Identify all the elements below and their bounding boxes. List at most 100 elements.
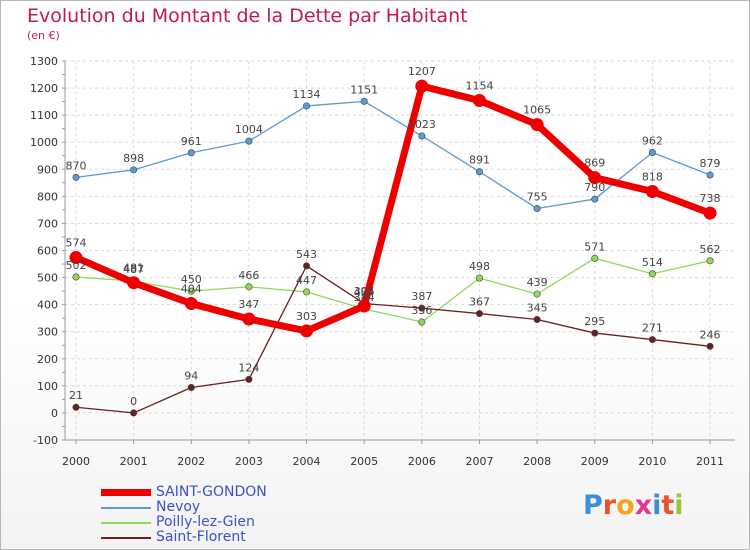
data-point-poilly-lez-gien [187,287,195,295]
data-label-poilly-lez-gien: 439 [527,276,548,289]
data-label-nevoy: 891 [469,154,490,167]
series-line-nevoy [75,100,711,210]
y-tick-label: 800 [37,190,58,203]
x-tick-label: 2006 [408,455,436,468]
data-point-nevoy [591,195,599,203]
data-point-poilly-lez-gien [475,274,483,282]
data-label-nevoy: 870 [66,159,87,172]
data-point-saint-florent [533,316,541,324]
data-point-saint-gondon [645,184,659,198]
data-label-nevoy: 1023 [408,118,436,131]
data-point-saint-florent [303,262,311,270]
data-label-saint-florent: 295 [584,315,605,328]
data-label-nevoy: 961 [181,135,202,148]
x-tick-label: 2008 [523,455,551,468]
data-label-nevoy: 1134 [293,88,321,101]
data-point-saint-gondon [357,299,371,313]
y-tick-label: 400 [37,299,58,312]
data-label-poilly-lez-gien: 498 [469,260,490,273]
y-tick-label: -100 [33,434,58,447]
data-point-poilly-lez-gien [648,270,656,278]
data-label-nevoy: 962 [642,135,663,148]
data-point-saint-gondon [703,206,717,220]
data-point-nevoy [72,173,80,181]
data-point-nevoy [706,171,714,179]
data-label-saint-florent: 246 [700,328,721,341]
data-point-saint-florent [245,375,253,383]
legend-item-nevoy: Nevoy [101,500,267,515]
data-label-saint-gondon: 574 [66,237,87,250]
data-label-saint-gondon: 1065 [523,104,551,117]
data-point-nevoy [130,166,138,174]
y-tick-label: 100 [37,380,58,393]
y-tick-label: 500 [37,272,58,285]
data-point-saint-florent [706,342,714,350]
x-tick-label: 2001 [120,455,148,468]
data-point-poilly-lez-gien [303,288,311,296]
legend-label: Nevoy [156,499,201,515]
data-label-saint-gondon: 481 [123,262,144,275]
y-tick-label: 0 [51,407,58,420]
y-tick-label: 900 [37,163,58,176]
data-label-saint-florent: 94 [184,369,198,382]
data-label-nevoy: 898 [123,152,144,165]
data-label-saint-florent: 21 [69,389,83,402]
legend-item-poilly-lez-gien: Poilly-lez-Gien [101,515,267,530]
data-point-nevoy [648,149,656,157]
legend-swatch [101,489,151,496]
data-label-poilly-lez-gien: 502 [66,259,87,272]
legend: SAINT-GONDON Nevoy Poilly-lez-Gien Saint-Fl… [101,485,267,545]
data-label-saint-gondon: 395 [354,285,375,298]
data-label-poilly-lez-gien: 447 [296,274,317,287]
data-label-poilly-lez-gien: 514 [642,256,663,269]
x-tick-label: 2005 [350,455,378,468]
data-point-saint-gondon [530,118,544,132]
data-label-saint-gondon: 404 [181,283,202,296]
legend-label: Poilly-lez-Gien [156,514,255,530]
data-point-nevoy [245,137,253,145]
data-label-saint-gondon: 1207 [408,65,436,78]
logo-letter: P [583,490,603,521]
data-label-nevoy: 1004 [235,123,263,136]
legend-item-saint-florent: Saint-Florent [101,530,267,545]
data-point-saint-gondon [69,251,83,265]
data-point-nevoy [533,205,541,213]
series-line-saint-gondon [74,82,712,335]
data-point-poilly-lez-gien [418,318,426,326]
logo-letter: r [602,490,617,521]
logo-letter: i [674,490,684,521]
data-point-saint-florent [475,310,483,318]
data-label-saint-florent: 345 [527,302,548,315]
data-label-poilly-lez-gien: 562 [700,243,721,256]
y-tick-label: 200 [37,353,58,366]
legend-swatch [101,506,151,509]
x-tick-label: 2003 [235,455,263,468]
y-tick-label: 600 [37,245,58,258]
x-tick-label: 2007 [465,455,493,468]
data-label-saint-gondon: 1154 [465,80,493,93]
y-tick-label: 700 [37,217,58,230]
x-tick-label: 2010 [638,455,666,468]
data-label-saint-florent: 124 [238,361,259,374]
data-label-saint-gondon: 347 [238,298,259,311]
data-point-poilly-lez-gien [591,254,599,262]
data-label-nevoy: 1151 [350,83,378,96]
data-label-poilly-lez-gien: 336 [411,304,432,317]
y-tick-label: 1000 [30,136,58,149]
data-point-saint-gondon [300,324,314,338]
data-point-nevoy [360,97,368,105]
data-label-saint-gondon: 738 [700,192,721,205]
y-tick-label: 300 [37,326,58,339]
proxiti-logo: Proxiti [583,490,684,521]
data-point-saint-florent [187,383,195,391]
y-tick-label: 1200 [30,82,58,95]
data-label-saint-gondon: 818 [642,170,663,183]
logo-letter: x [634,490,653,521]
data-label-saint-florent: 404 [354,286,375,299]
x-tick-label: 2004 [293,455,321,468]
legend-label: Saint-Florent [156,529,246,545]
x-tick-label: 2009 [581,455,609,468]
y-tick-label: 1100 [30,109,58,122]
x-tick-label: 2002 [177,455,205,468]
data-point-poilly-lez-gien [245,283,253,291]
